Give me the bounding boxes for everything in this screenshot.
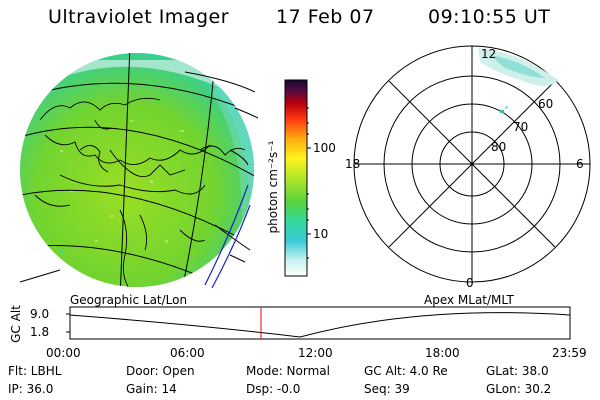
status-seq: Seq: 39	[364, 382, 410, 396]
status-ip: IP: 36.0	[8, 382, 54, 396]
status-mode: Mode: Normal	[246, 364, 330, 378]
mlt-label-18: 18	[345, 157, 361, 171]
timeline-left-title: Geographic Lat/Lon	[70, 293, 188, 307]
status-dsp: Dsp: -0.0	[246, 382, 301, 396]
timeline-xtick-2359: 23:59	[552, 346, 587, 360]
status-door: Door: Open	[126, 364, 195, 378]
status-glat: GLat: 38.0	[486, 364, 549, 378]
status-gc-alt: GC Alt: 4.0 Re	[364, 364, 448, 378]
mlt-label-6: 6	[576, 157, 584, 171]
timeline-xtick-0600: 06:00	[170, 346, 205, 360]
altitude-track	[69, 312, 571, 338]
date-readout: 17 Feb 07	[276, 6, 375, 28]
mlat-label-60: 60	[538, 97, 554, 111]
app-title: Ultraviolet Imager	[48, 6, 230, 28]
timeline-ytick-9: 9.0	[30, 307, 50, 321]
timeline-y-label: GC Alt	[9, 305, 23, 343]
timeline-right-title: Apex MLat/MLT	[424, 293, 514, 307]
colorbar-tick-100: 100	[313, 141, 336, 155]
timeline-box	[69, 306, 571, 340]
mlt-label-12: 12	[481, 47, 497, 61]
intensity-colorbar	[284, 79, 311, 277]
terminator-lines	[204, 184, 251, 289]
mlat-label-70: 70	[513, 120, 529, 134]
earth-image	[19, 53, 259, 289]
timeline-ytick-1-8: 1.8	[30, 325, 50, 339]
time-readout: 09:10:55 UT	[428, 6, 551, 28]
globe-disc	[20, 53, 254, 287]
polar-plot	[353, 45, 591, 283]
colorbar-tick-10: 10	[313, 227, 329, 241]
polar-diag-2	[388, 80, 556, 248]
mlat-label-80: 80	[491, 140, 507, 154]
mlt-label-0: 0	[466, 276, 474, 290]
status-filter: Flt: LBHL	[8, 364, 62, 378]
colorbar-gradient	[284, 79, 308, 277]
colorbar-unit-label: photon cm⁻²s⁻¹	[266, 140, 280, 234]
timeline-xtick-1800: 18:00	[425, 346, 460, 360]
timeline-xtick-1200: 12:00	[298, 346, 333, 360]
aurora-patch	[478, 48, 558, 113]
timeline-xtick-0000: 00:00	[46, 346, 81, 360]
status-gain: Gain: 14	[126, 382, 177, 396]
status-glon: GLon: 30.2	[486, 382, 552, 396]
timeline-panel	[66, 306, 571, 340]
